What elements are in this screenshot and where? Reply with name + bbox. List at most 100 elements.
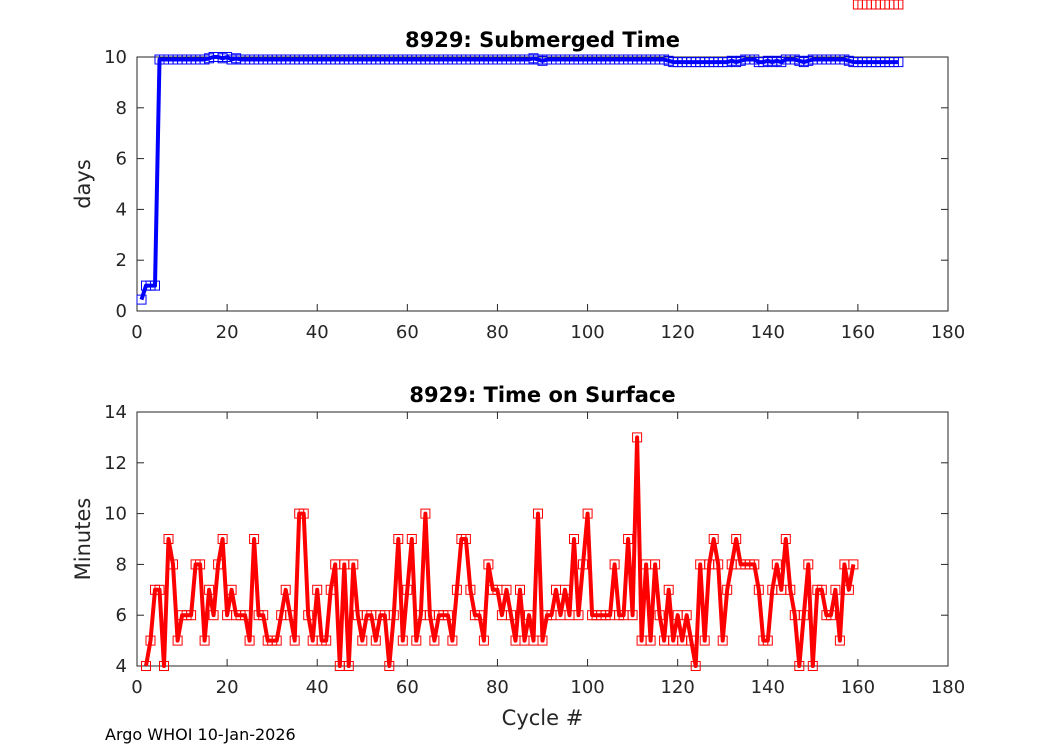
data-point xyxy=(843,584,854,595)
data-point xyxy=(780,534,791,544)
data-point xyxy=(848,559,859,570)
data-point xyxy=(893,57,904,68)
data-point xyxy=(141,661,151,671)
x-tick-label: 140 xyxy=(751,677,785,698)
data-point xyxy=(474,610,485,621)
y-tick-label: 4 xyxy=(116,199,127,220)
footer-text: Argo WHOI 10-Jan-2026 xyxy=(105,725,296,744)
x-tick-label: 20 xyxy=(216,677,239,698)
y-tick-label: 2 xyxy=(116,250,127,271)
data-point xyxy=(663,584,674,595)
data-point xyxy=(402,584,413,595)
data-point xyxy=(623,534,634,544)
data-point xyxy=(289,635,300,646)
data-point xyxy=(506,610,516,621)
data-point xyxy=(163,534,174,544)
data-point xyxy=(582,508,593,519)
y-tick-label: 8 xyxy=(116,98,127,119)
data-point xyxy=(803,559,814,570)
data-point xyxy=(199,635,210,646)
x-tick-label: 20 xyxy=(216,322,239,343)
data-point xyxy=(172,635,183,646)
data-point xyxy=(406,534,417,544)
data-point xyxy=(690,661,701,671)
data-point xyxy=(451,584,462,595)
data-point xyxy=(388,610,399,621)
data-point xyxy=(717,635,728,646)
data-point xyxy=(213,559,224,570)
submerged-time-plot: 0 20 40 60 80 100 120 140 160 180 0 2 4 6 8 10 8929: Sub… xyxy=(71,28,965,343)
data-point xyxy=(627,610,638,621)
data-point xyxy=(771,559,782,570)
data-point xyxy=(501,584,512,595)
x-tick-label: 100 xyxy=(570,677,604,698)
data-point xyxy=(280,584,291,595)
data-point xyxy=(749,559,760,570)
data-point xyxy=(731,534,742,544)
data-point xyxy=(573,610,584,621)
y-tick-label: 12 xyxy=(104,453,127,474)
data-point xyxy=(515,584,525,595)
data-point xyxy=(533,508,543,519)
x-tick-label: 120 xyxy=(660,322,694,343)
x-tick-label: 80 xyxy=(486,677,509,698)
y-tick-label: 10 xyxy=(104,47,127,68)
data-point xyxy=(681,610,692,621)
x-tick-label: 40 xyxy=(306,677,329,698)
data-point xyxy=(411,635,422,646)
data-point xyxy=(150,280,160,291)
data-point xyxy=(654,610,665,621)
data-point xyxy=(893,0,904,10)
data-point xyxy=(713,559,724,570)
data-point xyxy=(258,610,269,621)
data-point xyxy=(159,661,169,671)
axes-frame xyxy=(136,56,949,312)
data-point xyxy=(393,534,404,544)
data-point xyxy=(429,635,440,646)
data-point xyxy=(186,610,197,621)
data-point xyxy=(442,610,453,621)
data-point xyxy=(830,584,841,595)
y-tick-label: 14 xyxy=(104,402,127,423)
y-tick-label: 4 xyxy=(116,656,127,677)
data-point xyxy=(370,635,381,646)
data-point xyxy=(708,534,719,544)
data-point xyxy=(249,534,260,544)
data-point xyxy=(645,635,656,646)
data-point xyxy=(465,584,476,595)
y-tick-label: 6 xyxy=(116,605,127,626)
data-point xyxy=(537,635,548,646)
data-point xyxy=(343,661,354,671)
x-tick-label: 100 xyxy=(570,322,604,343)
x-tick-label: 80 xyxy=(486,322,509,343)
data-point xyxy=(325,584,336,595)
data-point xyxy=(145,635,156,646)
data-point xyxy=(217,534,228,544)
x-tick-label: 40 xyxy=(306,322,329,343)
x-tick-label: 160 xyxy=(841,322,875,343)
data-point xyxy=(208,610,219,621)
x-tick-label: 60 xyxy=(396,322,419,343)
data-point xyxy=(168,559,178,570)
data-point xyxy=(397,635,408,646)
data-point xyxy=(483,559,494,570)
x-tick-label: 0 xyxy=(131,322,142,343)
y-axis-label: days xyxy=(71,159,95,209)
data-point xyxy=(348,559,359,570)
data-point xyxy=(686,635,697,646)
data-point xyxy=(226,584,237,595)
data-point xyxy=(285,610,296,621)
data-point xyxy=(825,610,836,621)
data-point xyxy=(578,559,588,570)
chart-title: 8929: Submerged Time xyxy=(405,28,680,52)
data-point xyxy=(478,635,489,646)
data-point xyxy=(798,610,809,621)
data-point xyxy=(560,584,570,595)
x-tick-label: 0 xyxy=(131,677,142,698)
data-point xyxy=(244,635,255,646)
y-tick-label: 6 xyxy=(116,149,127,170)
y-tick-label: 8 xyxy=(116,554,127,575)
y-tick-label: 10 xyxy=(104,504,127,525)
